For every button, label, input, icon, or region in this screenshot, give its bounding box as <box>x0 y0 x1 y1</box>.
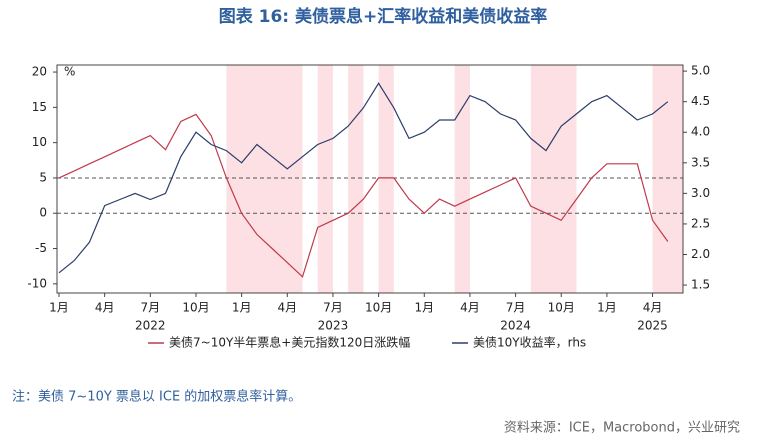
x-tick-label: 10月 <box>365 301 392 315</box>
x-tick-label: 4月 <box>277 301 297 315</box>
x-tick-label: 1月 <box>597 301 617 315</box>
y2-tick-label: 2.5 <box>691 216 710 230</box>
shaded-range <box>226 65 242 293</box>
shaded-range <box>454 65 470 293</box>
x-tick-label: 1月 <box>414 301 434 315</box>
x-tick-label: 4月 <box>460 301 480 315</box>
x-tick-label: 7月 <box>140 301 160 315</box>
legend: 美债7~10Y半年票息+美元指数120日涨跌幅 美债10Y收益率，rhs <box>148 335 586 350</box>
y2-tick-label: 4.5 <box>691 94 710 108</box>
chart-title: 图表 16: 美债票息+汇率收益和美债收益率 <box>219 6 548 27</box>
x-tick-label: 10月 <box>182 301 209 315</box>
y2-tick-label: 3.5 <box>691 155 710 169</box>
year-label: 2023 <box>318 319 349 333</box>
plot-frame <box>56 64 684 294</box>
year-label: 2022 <box>135 319 166 333</box>
x-tick-label: 1月 <box>232 301 252 315</box>
y2-tick-label: 2.0 <box>691 247 710 261</box>
y-tick-label: -5 <box>35 241 47 255</box>
y-tick-label: 10 <box>32 135 47 149</box>
shaded-range <box>348 65 364 293</box>
x-tick-label: 1月 <box>49 301 69 315</box>
y2-tick-label: 4.0 <box>691 125 710 139</box>
y-tick-label: 20 <box>32 65 47 79</box>
y2-tick-label: 1.5 <box>691 278 710 292</box>
x-tick-label: 10月 <box>548 301 575 315</box>
year-label: 2025 <box>637 319 668 333</box>
y-unit: % <box>64 65 75 79</box>
legend-label: 美债7~10Y半年票息+美元指数120日涨跌幅 <box>169 335 410 350</box>
y-tick-label: 15 <box>32 100 47 114</box>
x-tick-label: 4月 <box>95 301 115 315</box>
shaded-range <box>241 65 303 293</box>
y2-tick-label: 3.0 <box>691 186 710 200</box>
x-tick-label: 7月 <box>506 301 526 315</box>
y-tick-label: 0 <box>39 206 47 220</box>
shaded-range <box>546 65 577 293</box>
year-label: 2024 <box>500 319 531 333</box>
note: 注：美债 7~10Y 票息以 ICE 的加权票息率计算。 <box>12 389 301 405</box>
shaded-range <box>378 65 394 293</box>
series-line <box>58 113 669 278</box>
shaded-range <box>652 65 683 293</box>
y2-tick-label: 5.0 <box>691 64 710 78</box>
shaded-range <box>530 65 547 293</box>
y-tick-label: 5 <box>39 170 47 184</box>
y-tick-label: -10 <box>27 276 47 290</box>
shaded-range <box>317 65 333 293</box>
source: 资料来源：ICE，Macrobond，兴业研究 <box>504 421 740 436</box>
legend-label: 美债10Y收益率，rhs <box>473 335 586 350</box>
x-tick-label: 4月 <box>643 301 663 315</box>
series-line <box>58 82 669 274</box>
x-tick-label: 7月 <box>323 301 343 315</box>
